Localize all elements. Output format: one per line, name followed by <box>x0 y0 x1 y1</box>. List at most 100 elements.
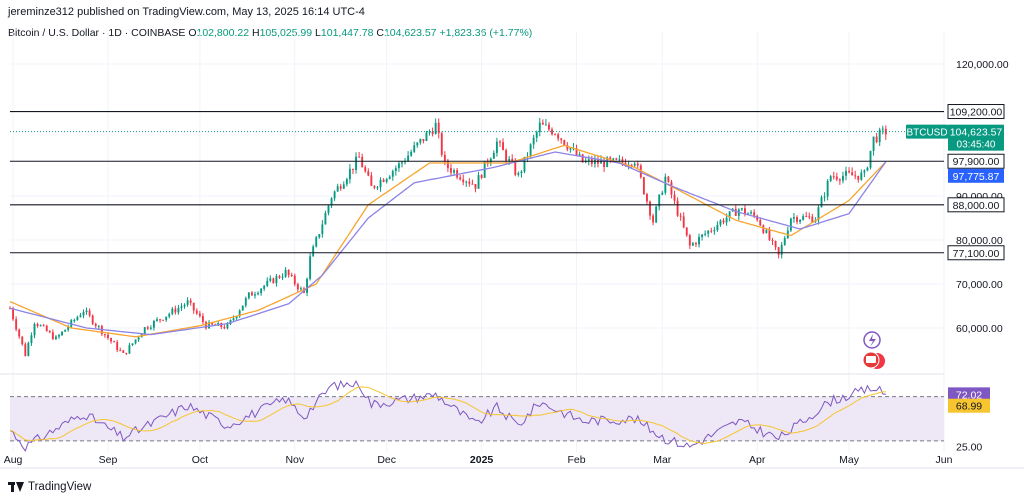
rsi-ma-box <box>948 398 990 413</box>
candle-body <box>205 321 207 329</box>
candle-body <box>312 246 315 257</box>
candle-body <box>165 316 168 320</box>
candle-body <box>174 308 177 313</box>
candle-body <box>569 148 572 150</box>
candle-body <box>728 211 731 218</box>
candle-body <box>502 142 504 151</box>
candle-body <box>330 198 333 206</box>
candle-body <box>186 300 189 305</box>
candle-body <box>698 236 700 245</box>
candle-body <box>388 176 391 179</box>
candle-body <box>538 122 541 133</box>
countdown-label: 03:45:40 <box>957 140 996 151</box>
grid <box>0 32 1024 469</box>
candle-body <box>866 167 869 171</box>
x-tick-label: Sep <box>99 454 118 466</box>
candle-body <box>18 329 21 337</box>
ma-fast-line <box>9 144 887 338</box>
candle-body <box>443 154 446 161</box>
candle-body <box>682 216 685 228</box>
candle-body <box>370 175 373 186</box>
candle-body <box>333 191 336 199</box>
candle-body <box>284 269 287 277</box>
candle-body <box>799 219 802 222</box>
rsi-value-label: 72.02 <box>956 389 982 401</box>
last-price-label: 104,623.57 <box>950 127 1003 139</box>
candle-body <box>143 327 146 335</box>
symbol-label[interactable]: Bitcoin / U.S. Dollar · 1D · COINBASE <box>8 27 186 39</box>
rsi-ma-label: 68.99 <box>956 401 982 413</box>
candle-body <box>710 230 713 232</box>
candle-body <box>382 179 385 182</box>
candle-body <box>471 183 474 185</box>
candle-body <box>664 176 667 193</box>
candle-body <box>719 220 722 225</box>
candle-body <box>85 310 88 313</box>
candle-body <box>27 343 30 356</box>
candle-body <box>361 156 364 168</box>
ma-slow-line <box>9 151 887 336</box>
candle-body <box>499 141 501 143</box>
candle-body <box>829 176 832 181</box>
candle-body <box>520 171 523 174</box>
candle-body <box>342 184 345 189</box>
candle-body <box>688 235 691 246</box>
candle-body <box>152 320 155 328</box>
candle-body <box>652 215 655 223</box>
high-label: H <box>251 27 260 39</box>
rsi-ma-line <box>9 386 886 445</box>
candle-body <box>587 159 590 161</box>
x-tick-label: Oct <box>192 454 208 466</box>
x-tick-label: Nov <box>285 454 304 466</box>
candle-body <box>119 350 122 352</box>
candle-body <box>373 185 376 188</box>
candle-body <box>180 306 183 308</box>
candle-body <box>296 284 299 290</box>
candle-body <box>832 176 835 178</box>
low-label: L <box>315 27 321 39</box>
candle-body <box>780 244 783 255</box>
candle-body <box>30 335 33 344</box>
open-value: 102,800.22 <box>196 27 250 39</box>
level-price-label: 109,200.00 <box>950 107 1003 119</box>
candle-body <box>603 160 606 167</box>
level-price-box <box>947 197 1005 213</box>
candle-body <box>802 216 805 220</box>
level-price-label: 77,100.00 <box>953 248 1000 260</box>
candle-body <box>45 325 48 332</box>
candle-body <box>42 325 45 327</box>
candle-body <box>805 216 808 218</box>
candle-body <box>704 233 707 235</box>
candle-body <box>254 294 256 296</box>
candle-body <box>339 186 342 189</box>
candles <box>9 117 887 357</box>
candle-body <box>244 298 247 306</box>
candle-body <box>82 312 85 316</box>
lightning-glyph-icon <box>869 334 876 347</box>
candle-body <box>511 158 514 162</box>
candle-body <box>532 137 535 145</box>
rsi-band <box>10 396 944 441</box>
level-price-box <box>947 153 1005 169</box>
price-chart[interactable]: 120,000.0090,000.0080,000.0070,000.0060,… <box>0 0 1024 480</box>
candle-body <box>397 163 400 169</box>
candle-body <box>226 323 229 329</box>
candle-body <box>318 234 321 238</box>
candle-body <box>391 171 394 177</box>
candle-body <box>630 164 633 166</box>
candle-body <box>97 325 100 327</box>
candle-body <box>159 319 162 321</box>
ma-value-label: 97,775.87 <box>953 171 1000 183</box>
candle-body <box>64 329 67 332</box>
candle-body <box>560 138 563 140</box>
candle-body <box>91 315 94 324</box>
candle-body <box>679 215 682 217</box>
candle-body <box>137 337 140 340</box>
candle-body <box>753 212 756 216</box>
candle-body <box>58 335 60 337</box>
candle-body <box>440 133 443 155</box>
candle-body <box>171 308 174 314</box>
candle-body <box>232 318 235 320</box>
rsi-value-box <box>948 387 990 402</box>
tradingview-logo[interactable]: TradingView <box>8 481 91 493</box>
